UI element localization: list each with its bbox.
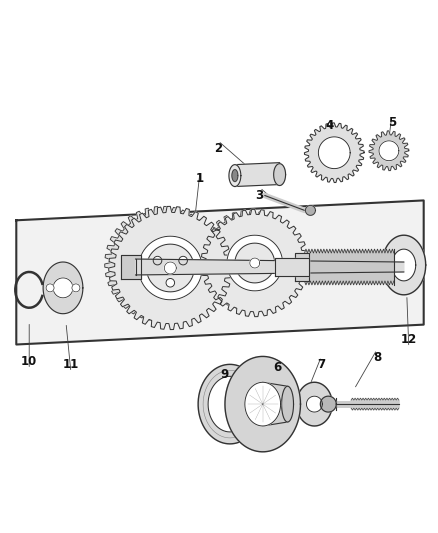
Text: 9: 9 [221,368,229,381]
Polygon shape [146,244,194,292]
Polygon shape [392,249,416,281]
Polygon shape [16,200,424,344]
Polygon shape [304,123,364,182]
Polygon shape [198,365,262,444]
Polygon shape [294,253,309,281]
Polygon shape [201,209,308,317]
Polygon shape [231,242,267,278]
Polygon shape [164,262,176,274]
Text: 8: 8 [373,351,381,364]
Polygon shape [232,169,238,182]
Polygon shape [133,234,192,294]
Text: 2: 2 [214,142,222,155]
Polygon shape [250,258,260,268]
Polygon shape [138,236,202,300]
Text: 3: 3 [256,189,264,202]
Text: 6: 6 [273,361,282,374]
Polygon shape [297,382,332,426]
Polygon shape [229,165,241,187]
Polygon shape [304,249,394,285]
Polygon shape [274,164,286,185]
Polygon shape [244,255,253,264]
Circle shape [153,256,162,265]
Polygon shape [43,262,83,314]
Polygon shape [379,141,399,160]
Polygon shape [351,398,399,410]
Polygon shape [263,382,288,426]
Circle shape [147,253,155,261]
Circle shape [72,284,80,292]
Polygon shape [305,205,315,215]
Polygon shape [245,382,281,426]
Text: 11: 11 [63,358,79,371]
Text: 5: 5 [388,116,396,130]
Text: 12: 12 [401,333,417,346]
Polygon shape [320,396,336,412]
Polygon shape [227,235,283,291]
Polygon shape [307,396,322,412]
Polygon shape [199,211,298,310]
Circle shape [46,284,54,292]
Circle shape [166,278,175,287]
Polygon shape [382,235,426,295]
Polygon shape [235,163,279,187]
Text: 10: 10 [21,355,37,368]
Polygon shape [369,131,409,171]
Polygon shape [53,278,73,298]
Polygon shape [208,376,252,432]
Polygon shape [109,206,232,329]
Polygon shape [282,386,293,422]
Polygon shape [225,357,300,452]
Circle shape [179,256,187,265]
Polygon shape [223,234,275,286]
Polygon shape [135,259,404,275]
Circle shape [170,253,178,261]
Polygon shape [120,255,141,279]
Circle shape [159,273,166,281]
Polygon shape [157,259,168,270]
Polygon shape [141,242,184,286]
Polygon shape [275,258,309,276]
Polygon shape [105,206,220,321]
Text: 4: 4 [325,119,333,132]
Text: 7: 7 [317,358,325,371]
Polygon shape [318,137,350,168]
Polygon shape [235,243,275,283]
Text: 1: 1 [196,172,204,185]
